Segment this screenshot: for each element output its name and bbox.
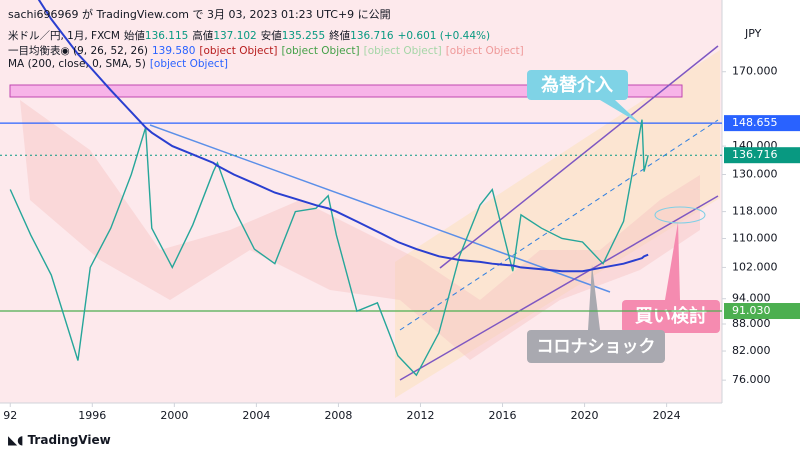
chart: 為替介入 買い検討 コロナショック JPY 170.000140.000130.… <box>0 0 800 422</box>
price-label-bg <box>724 147 800 164</box>
indicator-name: 一目均衡表◉ (9, 26, 52, 26) <box>8 45 148 57</box>
x-tick-label: 2012 <box>406 409 434 422</box>
indicator-row: 一目均衡表◉ (9, 26, 52, 26) 139.580 [object Obj… <box>8 43 528 58</box>
logo-icon: ◣◖ <box>8 433 24 447</box>
x-tick-label: 2016 <box>489 409 517 422</box>
series-line <box>37 0 649 273</box>
indicator-value: [object Object] <box>149 58 228 70</box>
indicator-row: MA (200, close, 0, SMA, 5) [object Object… <box>8 58 232 70</box>
y-tick-label: 82.000 <box>732 344 771 357</box>
quote-label: 始値 <box>123 30 145 42</box>
channel-line <box>439 45 719 269</box>
price-label: 91.030 <box>732 304 771 317</box>
y-tick-label: 110.000 <box>732 231 778 244</box>
annotation: コロナショック <box>537 337 656 357</box>
annotations: 為替介入 買い検討 コロナショック <box>527 70 720 363</box>
indicator-value: 139.580 <box>151 45 196 57</box>
quote-value: 135.255 <box>281 30 326 42</box>
indicator-name: MA (200, close, 0, SMA, 5) <box>8 58 146 70</box>
series-line <box>9 119 649 377</box>
published: sachi696969 が TradingView.com で 3月 03, 2… <box>8 8 391 21</box>
price-label: 148.655 <box>732 116 778 129</box>
callout-box <box>527 330 665 363</box>
quote-label: 安値 <box>260 30 282 42</box>
annotation: 為替介入 <box>541 74 613 96</box>
x-tick-label: 2000 <box>160 409 188 422</box>
x-tick-label: 2024 <box>653 409 681 422</box>
symbol-row: 米ドル／円, 1月, FXCM 始値136.115 高値137.102 安値135.2… <box>8 28 494 43</box>
y-tick-label: 130.000 <box>732 167 778 180</box>
quote-label: 終値 <box>329 30 351 42</box>
channel-line <box>399 195 719 381</box>
annotation: 買い検討 <box>635 305 707 327</box>
x-tick-label: 2020 <box>571 409 599 422</box>
x-tick-label: 2008 <box>324 409 352 422</box>
callout-pointer <box>600 100 642 125</box>
x-tick-label: 1996 <box>78 409 106 422</box>
quote-label: 高値 <box>192 30 214 42</box>
price-label: 136.716 <box>732 148 778 161</box>
indicator-value: [object Object] <box>363 45 442 57</box>
y-tick-label: 118.000 <box>732 205 778 218</box>
currency: JPY <box>744 27 762 40</box>
y-tick-label: 76.000 <box>732 373 771 386</box>
brand: TradingView <box>27 433 111 447</box>
change: +0.601 (+0.44%) <box>397 30 491 42</box>
y-tick-label: 170.000 <box>732 65 778 78</box>
quote-value: 137.102 <box>213 30 257 42</box>
trend-line <box>149 124 611 293</box>
y-tick-label: 94.000 <box>732 292 771 305</box>
callout-box <box>622 300 720 333</box>
callout-pointer <box>588 265 600 330</box>
x-tick-label: 2004 <box>242 409 270 422</box>
callout-pointer <box>665 222 680 300</box>
indicator-value: [object Object] <box>199 45 278 57</box>
indicator-value: [object Object] <box>281 45 360 57</box>
symbol: 米ドル／円, 1月, FXCM <box>8 30 120 42</box>
price-label-bg <box>724 115 800 132</box>
y-tick-label: 88.000 <box>732 317 771 330</box>
zone-box <box>9 84 683 98</box>
quote-value: 136.716 <box>350 30 394 42</box>
marker-ellipse <box>654 206 706 224</box>
ichimoku-cloud <box>20 100 700 360</box>
price-label-bg <box>724 303 800 320</box>
x-tick-label: 92 <box>3 409 17 422</box>
plot <box>0 0 722 377</box>
callout-box <box>527 70 628 100</box>
quote-value: 136.115 <box>144 30 189 42</box>
indicator-value: [object Object] <box>445 45 524 57</box>
y-tick-label: 102.000 <box>732 260 778 273</box>
logo: ◣◖ TradingView <box>8 433 111 447</box>
